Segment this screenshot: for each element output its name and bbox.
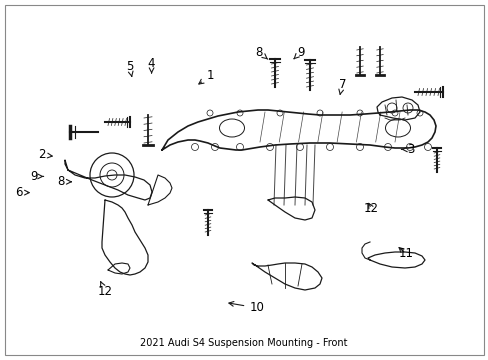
- Text: 8: 8: [57, 175, 71, 188]
- Text: 9: 9: [30, 170, 43, 183]
- Text: 2: 2: [38, 148, 52, 161]
- Text: 12: 12: [98, 282, 112, 298]
- Text: 11: 11: [398, 247, 412, 260]
- Text: 7: 7: [338, 78, 346, 94]
- Text: 6: 6: [15, 186, 29, 199]
- Text: 12: 12: [364, 202, 378, 215]
- Text: 2021 Audi S4 Suspension Mounting - Front: 2021 Audi S4 Suspension Mounting - Front: [140, 338, 347, 348]
- Text: 3: 3: [401, 143, 414, 156]
- Text: 4: 4: [147, 57, 155, 73]
- Text: 9: 9: [293, 46, 304, 59]
- Text: 1: 1: [199, 69, 214, 84]
- Text: 5: 5: [125, 60, 133, 76]
- Text: 10: 10: [228, 301, 264, 314]
- Text: 8: 8: [255, 46, 267, 59]
